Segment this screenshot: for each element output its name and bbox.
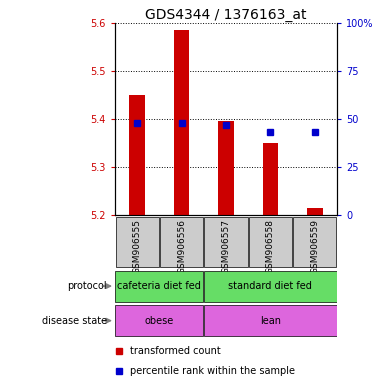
Text: percentile rank within the sample: percentile rank within the sample (131, 366, 295, 376)
Text: GSM906559: GSM906559 (310, 219, 319, 274)
Bar (307, 208, 322, 215)
Text: obese: obese (145, 316, 174, 326)
Bar (249, 217, 292, 267)
Bar (116, 217, 159, 267)
Title: GDS4344 / 1376163_at: GDS4344 / 1376163_at (145, 8, 307, 22)
Text: protocol: protocol (68, 281, 107, 291)
Bar (115, 271, 203, 302)
Bar (160, 217, 203, 267)
Text: GSM906557: GSM906557 (221, 219, 231, 274)
Text: GSM906558: GSM906558 (266, 219, 275, 274)
Text: cafeteria diet fed: cafeteria diet fed (118, 281, 201, 291)
Bar (204, 271, 337, 302)
Text: standard diet fed: standard diet fed (229, 281, 312, 291)
Bar (204, 305, 337, 336)
Text: GSM906556: GSM906556 (177, 219, 186, 274)
Bar (129, 95, 145, 215)
Bar (263, 143, 278, 215)
Bar (218, 121, 234, 215)
Bar (293, 217, 336, 267)
Text: GSM906555: GSM906555 (133, 219, 142, 274)
Text: disease state: disease state (42, 316, 107, 326)
Bar (115, 305, 203, 336)
Bar (205, 217, 247, 267)
Text: transformed count: transformed count (131, 346, 221, 356)
Bar (174, 30, 189, 215)
Text: lean: lean (260, 316, 281, 326)
